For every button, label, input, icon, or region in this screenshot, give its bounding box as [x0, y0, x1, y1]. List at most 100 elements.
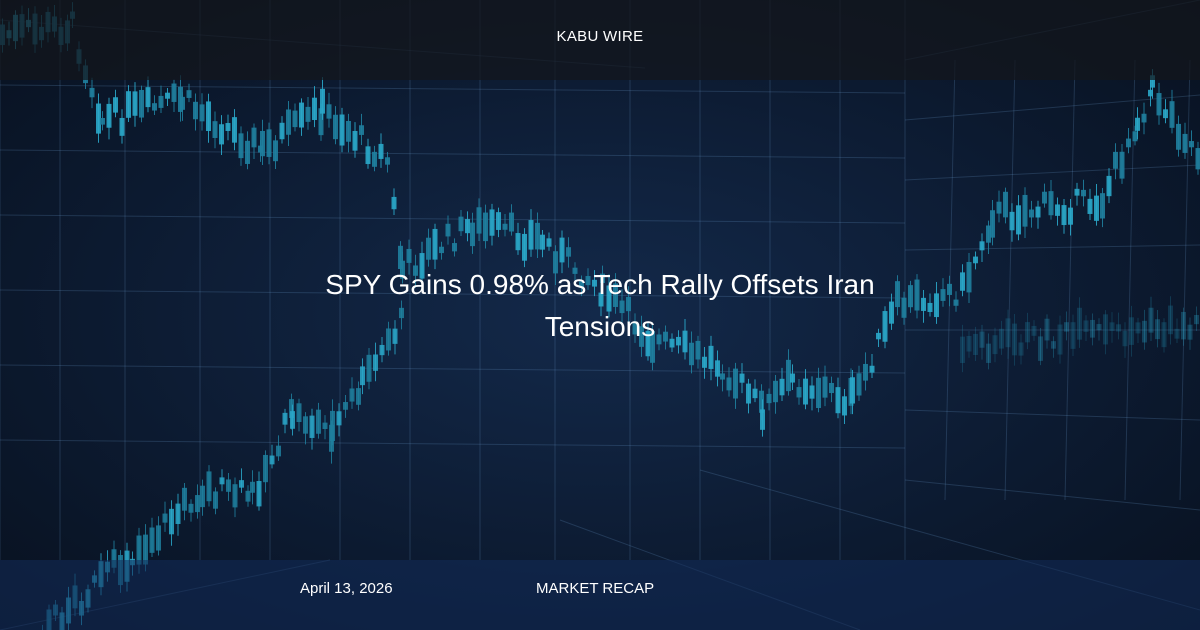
candle-body [251, 127, 257, 148]
candle-body [292, 110, 298, 128]
candle-body [882, 311, 888, 342]
candle-body [366, 354, 372, 382]
candle-body [365, 146, 371, 165]
candle-body [1044, 318, 1050, 341]
candle-body [213, 491, 218, 509]
candle-body [822, 376, 828, 398]
date: April 13, 2026 [300, 580, 393, 597]
candle-body [739, 373, 745, 383]
candle-body [330, 410, 335, 442]
candle-body [372, 151, 377, 167]
candle-body [1113, 151, 1118, 169]
candle-body [528, 220, 534, 250]
candle-body [1135, 322, 1141, 334]
candle-body [1018, 342, 1024, 356]
candle-body [669, 338, 675, 348]
candle-body [720, 373, 725, 380]
candle-body [245, 490, 251, 502]
candle-body [212, 121, 218, 138]
candle-body [1155, 319, 1160, 340]
candle-body [973, 333, 978, 356]
candle-body [645, 330, 651, 357]
candle-body [1035, 206, 1041, 218]
candle-body [1163, 109, 1168, 119]
candle-body [400, 260, 405, 279]
candle-body [790, 373, 795, 383]
candle-body [566, 247, 571, 257]
candle-body [1181, 311, 1186, 340]
candle-body [689, 342, 694, 366]
candle-body [502, 223, 508, 230]
candle-body [219, 124, 224, 145]
candle-body [1194, 314, 1199, 325]
candle-body [346, 120, 351, 142]
candle-body [1077, 307, 1082, 340]
candle-body [1109, 322, 1115, 331]
candle-body [999, 328, 1004, 349]
candle-body [726, 377, 732, 391]
candle-body [256, 481, 262, 507]
candle-body [1142, 320, 1147, 343]
candle-body [239, 480, 244, 488]
candle-body [992, 335, 998, 355]
candle-body [136, 535, 142, 565]
candle-body [1074, 188, 1080, 196]
candle-body [199, 104, 205, 122]
candle-body [1061, 205, 1067, 226]
candle-body [303, 416, 308, 434]
candle-body [509, 212, 514, 232]
candle-body [1129, 317, 1134, 345]
candle-body [139, 89, 144, 118]
candle-body [465, 219, 470, 234]
candle-body [225, 123, 231, 131]
candle-body [676, 336, 681, 346]
candle-body [373, 354, 378, 371]
grid-line [904, 244, 1200, 251]
candle-body [445, 223, 451, 237]
candle-body [226, 479, 231, 492]
candle-body [89, 87, 95, 98]
candle-body [579, 281, 584, 288]
candle-body [934, 293, 939, 318]
candle-body [250, 481, 255, 493]
candle-body [708, 345, 714, 369]
candle-body [100, 117, 105, 125]
candle-body [470, 222, 475, 247]
candle-body [682, 330, 688, 353]
candle-body [695, 340, 701, 360]
candle-body [940, 289, 946, 301]
grid-line [904, 479, 1200, 511]
candle-body [1116, 324, 1121, 332]
candle-body [282, 412, 288, 425]
candle-body [1195, 148, 1200, 170]
candle-body [1168, 305, 1173, 335]
candle-body [856, 373, 862, 396]
candle-body [921, 297, 926, 311]
candle-body [927, 302, 933, 313]
candle-body [186, 90, 192, 98]
candle-body [458, 216, 464, 232]
candle-body [953, 299, 959, 306]
candle-body [145, 87, 151, 108]
candle-body [522, 233, 527, 261]
candle-body [1169, 101, 1175, 128]
candle-body [733, 368, 738, 399]
candle-body [352, 130, 358, 151]
candle-body [1119, 151, 1125, 179]
candle-body [399, 307, 404, 319]
candle-body [312, 97, 317, 121]
candle-body [476, 207, 482, 234]
candle-body [169, 508, 174, 535]
candle-body [540, 234, 545, 250]
candle-body [266, 129, 272, 157]
candle-body [1012, 323, 1017, 356]
candle-body [809, 385, 815, 399]
candle-body [960, 272, 965, 291]
candle-body [1090, 319, 1095, 338]
candle-body [626, 296, 631, 312]
grid-line [1179, 59, 1191, 501]
candle-body [1087, 198, 1093, 214]
candle-body [1025, 322, 1030, 343]
headline: SPY Gains 0.98% as Tech Rally Offsets Ir… [325, 269, 875, 342]
candle-body [263, 454, 268, 483]
